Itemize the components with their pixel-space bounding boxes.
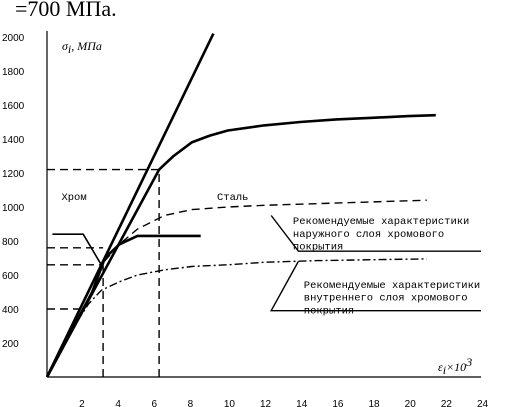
- x-tick-label: 16: [332, 399, 344, 407]
- x-axis-symbol: ε: [438, 360, 443, 374]
- tick-labels: 2 4 6 8 10 12 14 16 18 20 22 2420040060080010001200…: [2, 33, 489, 407]
- y-axis-unit: , МПа: [71, 39, 102, 53]
- annotation-outer1: Рекомендуемые характеристики: [293, 216, 469, 228]
- y-axis-symbol: σ: [62, 39, 69, 53]
- series-line-3: [52, 233, 102, 266]
- guide-lines: [47, 168, 160, 377]
- y-tick-label: 800: [2, 237, 19, 248]
- page-title: =700 МПа.: [15, 0, 117, 21]
- x-tick-label: 24: [477, 399, 489, 407]
- y-tick-label: 600: [2, 271, 19, 282]
- series: [45, 33, 481, 378]
- x-tick-label: 12: [260, 399, 272, 407]
- series-line-5: [46, 258, 427, 378]
- series-line-0: [45, 234, 201, 378]
- y-tick-label: 1600: [2, 101, 25, 112]
- x-tick-label: 6: [152, 399, 158, 407]
- x-tick-label: 22: [441, 399, 453, 407]
- x-axis-unit: ×10: [446, 360, 466, 374]
- y-tick-label: 1000: [2, 203, 25, 214]
- y-axis-label: σi, МПа: [62, 39, 102, 56]
- x-tick-label: 10: [224, 399, 236, 407]
- annotation-inner2: внутреннего слоя хромового: [304, 293, 468, 305]
- x-axis-label: εi×103: [438, 355, 472, 377]
- y-tick-label: 200: [2, 339, 19, 350]
- y-tick-label: 1400: [2, 135, 25, 146]
- leader-line-0: [270, 215, 481, 252]
- axes: [46, 31, 481, 378]
- annotation-steel: Сталь: [217, 192, 249, 204]
- annotation-outer2: наружного слоя хромового: [293, 229, 444, 241]
- y-tick-label: 1800: [2, 67, 25, 78]
- leader-line-1: [270, 261, 481, 312]
- series-line-1: [45, 113, 436, 378]
- series-line-2: [45, 33, 215, 378]
- series-line-4: [46, 199, 427, 378]
- x-axis-subscript: i: [443, 363, 446, 377]
- x-axis-exponent: 3: [465, 355, 472, 369]
- annotation-inner1: Рекомендуемые характеристики: [304, 280, 480, 292]
- y-tick-label: 2000: [2, 33, 25, 44]
- x-tick-label: 4: [115, 399, 121, 407]
- x-tick-label: 2: [79, 399, 85, 407]
- x-tick-label: 18: [369, 399, 381, 407]
- y-tick-label: 1200: [2, 169, 25, 180]
- annotation-chrom: Хром: [61, 192, 86, 204]
- x-tick-label: 14: [296, 399, 308, 407]
- annotation-inner3: покрытия: [304, 305, 354, 317]
- y-tick-label: 400: [2, 305, 19, 316]
- x-tick-label: 8: [188, 399, 194, 407]
- annotation-outer3: покрытия: [293, 242, 343, 254]
- y-axis-subscript: i: [68, 42, 71, 56]
- x-tick-label: 20: [405, 399, 417, 407]
